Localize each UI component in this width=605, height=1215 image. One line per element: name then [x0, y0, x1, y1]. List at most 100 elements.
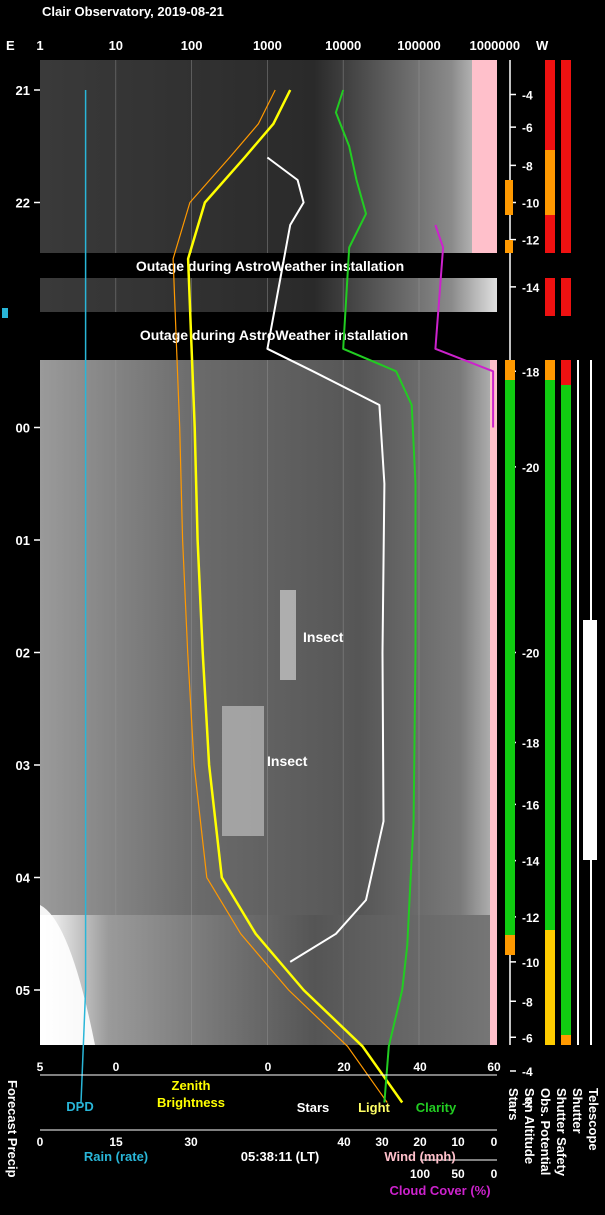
- outage-label-2: Outage during AstroWeather installation: [140, 327, 408, 343]
- top-tick-1: 10: [109, 38, 123, 53]
- rain-tick-1: 15: [109, 1135, 123, 1149]
- time-axis: 21 22 00 01 02 03 04 05: [16, 83, 40, 998]
- sun-tick-9: -18: [522, 737, 540, 751]
- safety-bar-twilight: [561, 360, 571, 385]
- top-tick-3: 1000: [253, 38, 282, 53]
- outage-band-2: [40, 312, 497, 360]
- telescope-activity: [583, 620, 597, 860]
- stars-bar-twilight-2: [505, 935, 515, 955]
- cloud-tick-0: 100: [410, 1167, 430, 1181]
- sun-tick-5: -14: [522, 281, 540, 295]
- wind-tick-4: 0: [491, 1135, 498, 1149]
- time-tick-2: 00: [16, 421, 30, 436]
- stars-line: [266, 156, 386, 963]
- wind-tick-3: 10: [451, 1135, 465, 1149]
- sun-tick-14: -8: [522, 995, 533, 1009]
- bottom-axes: 5 0 0 20 40 60 DPD Zenith Brightness Sta…: [5, 1060, 501, 1198]
- sun-tick-2: -8: [522, 159, 533, 173]
- obs-bar-twilight-1: [545, 360, 555, 380]
- top-tick-0: 1: [36, 38, 43, 53]
- sun-tick-4: -12: [522, 234, 540, 248]
- shutter-bar: [577, 360, 579, 1045]
- stars-bar-twilight-1: [505, 360, 515, 380]
- sky-night: [40, 360, 497, 915]
- sun-tick-7: -20: [522, 461, 540, 475]
- top-tick-5: 100000: [397, 38, 440, 53]
- timestamp: 05:38:11 (LT): [241, 1149, 320, 1164]
- obs-bar-dusk-mid: [545, 150, 555, 215]
- stars-bar-night: [505, 360, 515, 955]
- clarity-line: [334, 89, 417, 1103]
- row1-precip-tick-0: 5: [37, 1060, 44, 1074]
- insect-artifact-2: [222, 706, 264, 836]
- sun-tick-11: -14: [522, 855, 540, 869]
- insect-label-2: Insect: [267, 753, 308, 769]
- time-tick-5: 03: [16, 758, 30, 773]
- sun-tick-13: -10: [522, 956, 540, 970]
- sun-tick-3: -10: [522, 197, 540, 211]
- safety-bar-night: [561, 360, 571, 1045]
- rain-tick-0: 0: [37, 1135, 44, 1149]
- row1-light-tick-3: 60: [487, 1060, 501, 1074]
- outage-label-1: Outage during AstroWeather installation: [136, 258, 404, 274]
- status-label-shutter-safety: Shutter Safety: [554, 1088, 569, 1177]
- obs-bar-outage: [545, 278, 555, 316]
- status-label-sun-altitude: Sun Altitude: [522, 1088, 537, 1164]
- forecast-precip-label: Forecast Precip: [5, 1080, 20, 1178]
- cloud-tick-1: 50: [451, 1167, 465, 1181]
- cloud-cover-line: [434, 224, 495, 428]
- cloud-tick-2: 0: [491, 1167, 498, 1181]
- status-label-shutter: Shutter: [570, 1088, 585, 1134]
- dpd-line: [80, 90, 87, 1103]
- time-tick-1: 22: [16, 196, 30, 211]
- wind-label: Wind (mph): [384, 1149, 455, 1164]
- stars-bar-dusk: [505, 180, 513, 215]
- wind-tick-2: 20: [413, 1135, 427, 1149]
- status-bars: [505, 60, 597, 1045]
- row1-precip-tick-1: 0: [113, 1060, 120, 1074]
- rain-label: Rain (rate): [84, 1149, 148, 1164]
- safety-bar-outage: [561, 278, 571, 316]
- row1-light-tick-2: 40: [413, 1060, 427, 1074]
- sun-tick-17: -2: [522, 1097, 533, 1111]
- sun-tick-10: -16: [522, 798, 540, 812]
- obs-bar-night: [545, 360, 555, 1045]
- sun-altitude-ticks: -4 -6 -8 -10 -12 -14 -18 -20 -20 -18 -16 -14 -12 -10 -…: [510, 89, 540, 1111]
- vertical-gridlines: [115, 60, 420, 1045]
- outage-band-1: [40, 253, 497, 278]
- zenith-model-line: [172, 89, 388, 1103]
- zenith-brightness-line: [186, 89, 404, 1104]
- insect-label-1: Insect: [303, 629, 344, 645]
- light-label: Light: [358, 1100, 390, 1115]
- top-axis-ticks: 1 10 100 1000 10000 100000 1000000: [36, 38, 520, 53]
- sun-tick-6: -18: [522, 365, 540, 379]
- clarity-label: Clarity: [416, 1100, 457, 1115]
- obs-bar-dawn: [545, 930, 555, 1045]
- safety-bar-dawn: [561, 1035, 571, 1045]
- top-axis-right-label: W: [536, 38, 549, 53]
- dawn-glow: [40, 905, 95, 1045]
- cyan-marker: [2, 308, 8, 318]
- time-tick-4: 02: [16, 646, 30, 661]
- top-tick-2: 100: [181, 38, 203, 53]
- chart-title: Clair Observatory, 2019-08-21: [42, 4, 224, 19]
- status-label-obs-potential: Obs. Potential: [538, 1088, 553, 1175]
- status-labels: Stars Sun Altitude Obs. Potential Shutte…: [506, 1088, 601, 1177]
- pink-edge-1: [472, 60, 497, 253]
- insect-artifact-1: [280, 590, 296, 680]
- sky-outage-strip: [40, 278, 497, 312]
- sun-tick-0: -4: [522, 89, 533, 103]
- row1-light-tick-1: 20: [337, 1060, 351, 1074]
- time-tick-6: 04: [16, 871, 31, 886]
- sun-tick-12: -12: [522, 911, 540, 925]
- top-tick-6: 1000000: [469, 38, 520, 53]
- status-label-stars: Stars: [506, 1088, 521, 1121]
- top-axis-left-label: E: [6, 38, 15, 53]
- cloud-label: Cloud Cover (%): [389, 1183, 490, 1198]
- sky-dawn: [40, 915, 497, 1045]
- sky-image: [40, 60, 497, 1045]
- sun-tick-8: -20: [522, 647, 540, 661]
- stars-bar-dusk-2: [505, 240, 513, 253]
- wind-tick-1: 30: [375, 1135, 389, 1149]
